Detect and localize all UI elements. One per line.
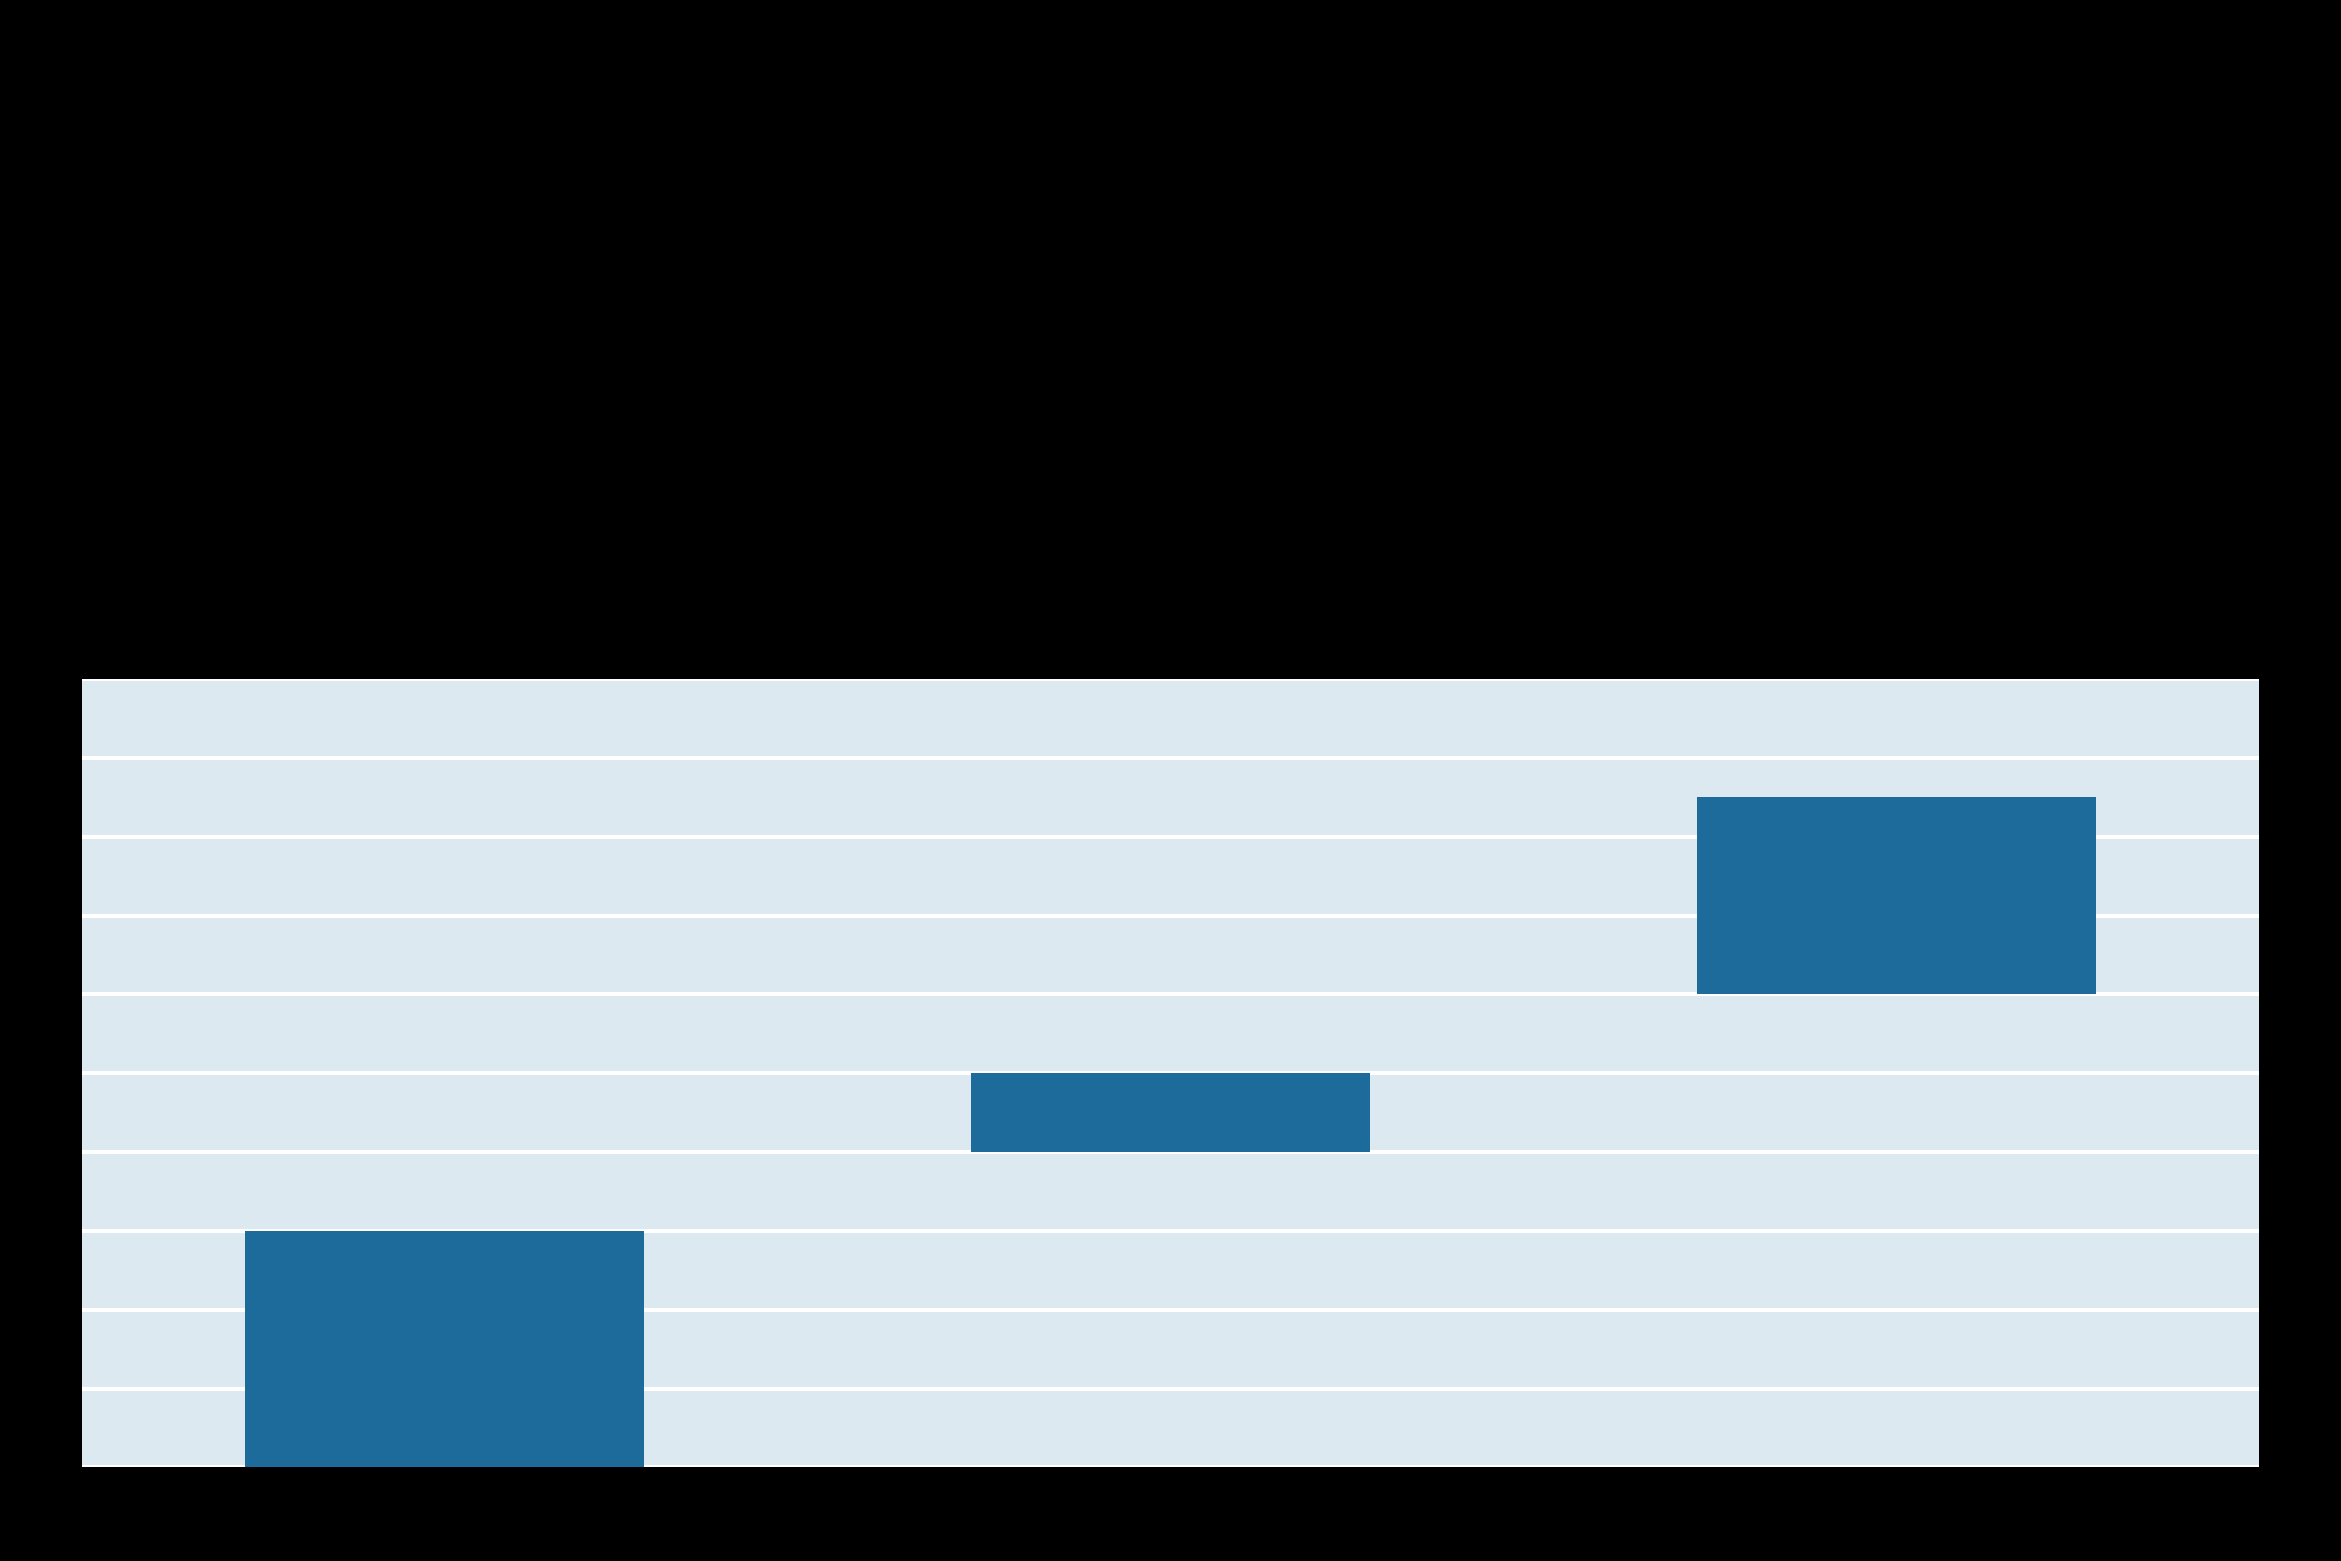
Bar: [246, 1230, 644, 1467]
Bar: [972, 1074, 1369, 1152]
Bar: [1697, 798, 2095, 994]
